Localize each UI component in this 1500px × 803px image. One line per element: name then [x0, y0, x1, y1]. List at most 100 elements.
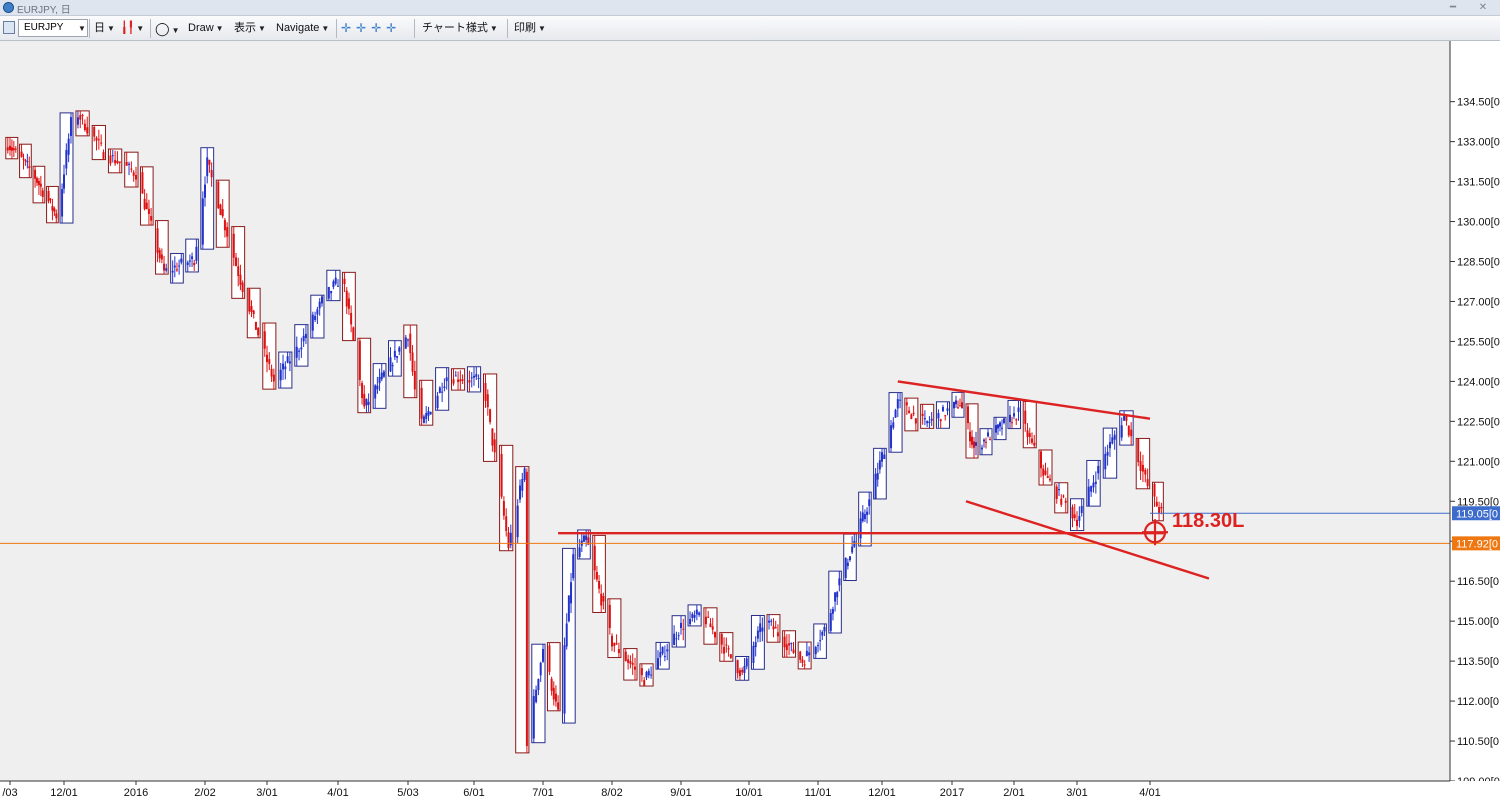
chart-type-icon[interactable]	[3, 21, 15, 34]
candle-body	[193, 262, 196, 266]
chart-style-menu[interactable]: チャート様式 ▼	[422, 22, 498, 34]
candle-body	[1031, 438, 1033, 443]
candlesticks	[6, 110, 1163, 753]
candle-body	[851, 546, 854, 553]
candle-body	[382, 371, 385, 377]
draw-menu[interactable]: Draw ▼	[188, 22, 224, 34]
candle-body	[808, 652, 811, 656]
candle-body	[930, 418, 933, 421]
candle-body	[425, 412, 428, 419]
candle-body	[217, 181, 220, 209]
candle-body	[707, 616, 710, 618]
minimize-icon[interactable]: ━	[1449, 2, 1457, 13]
crosshair-icon[interactable]: ✛✛✛✛	[341, 21, 402, 35]
candle-body	[629, 661, 632, 664]
candle-body	[178, 265, 181, 267]
candle-body	[221, 209, 224, 217]
candle-body	[204, 184, 206, 198]
candle-body	[1120, 425, 1123, 438]
display-menu[interactable]: 表示 ▼	[234, 22, 266, 34]
draw-label: Draw	[188, 22, 214, 34]
candle-body	[252, 310, 255, 315]
candle-body	[484, 382, 487, 401]
time-axis[interactable]	[0, 781, 1500, 803]
candle-body	[695, 609, 698, 615]
candle-body	[389, 357, 392, 372]
candle-body	[53, 208, 56, 212]
candle-body	[241, 282, 244, 292]
candle-body	[914, 418, 917, 424]
candle-body	[210, 170, 213, 178]
level-price-label: 117.92[0	[1456, 538, 1498, 550]
candle-body	[1040, 451, 1042, 469]
candle-body	[493, 439, 496, 453]
candle-body	[997, 424, 999, 429]
candle-body	[711, 626, 714, 630]
candle-body	[557, 702, 560, 710]
candle-body	[1028, 433, 1031, 437]
candle-body	[201, 198, 204, 245]
candle-body	[206, 157, 209, 177]
candle-body	[145, 202, 148, 209]
candle-body	[1046, 476, 1049, 479]
candle-body	[691, 613, 694, 618]
candle-body	[666, 649, 669, 652]
candle-body	[682, 628, 685, 630]
shape-tool-button[interactable]: ◯ ▼	[155, 21, 180, 36]
candlestick-icon: ╽╿	[121, 22, 135, 34]
candle-body	[1064, 500, 1067, 503]
candle-body	[404, 337, 407, 349]
candle-body	[714, 632, 716, 638]
price-tick-label: 133.00[0	[1457, 137, 1500, 149]
candle-body	[525, 471, 528, 747]
candle-body	[298, 350, 301, 352]
candle-body	[971, 436, 973, 445]
candle-body	[725, 644, 728, 646]
candle-body	[327, 286, 330, 299]
candle-body	[772, 626, 775, 630]
candle-body	[407, 339, 409, 341]
candle-body	[28, 166, 31, 168]
candle-body	[552, 687, 555, 700]
display-label: 表示	[234, 22, 256, 34]
candle-body	[792, 649, 795, 653]
chart-style-label: チャート様式	[422, 22, 488, 34]
candle-body	[288, 361, 291, 364]
plot-area[interactable]	[0, 41, 1450, 781]
candle-body	[989, 439, 991, 441]
price-axis[interactable]	[1450, 41, 1500, 781]
candle-body	[680, 622, 682, 629]
symbol-dropdown-icon[interactable]: ▼	[78, 24, 86, 33]
navigate-menu[interactable]: Navigate ▼	[276, 22, 330, 34]
candle-body	[774, 627, 777, 629]
candle-body	[180, 258, 183, 263]
candle-body	[1060, 498, 1063, 505]
print-label: 印刷	[514, 22, 536, 34]
candle-body	[1160, 506, 1163, 509]
time-tick-label: 8/02	[601, 787, 622, 799]
candle-body	[51, 205, 54, 211]
candle-body	[905, 402, 908, 406]
candlestick-button[interactable]: ╽╿ ▼	[121, 22, 145, 34]
candle-body	[489, 409, 492, 423]
candle-body	[318, 301, 321, 309]
close-icon[interactable]: ✕	[1478, 2, 1488, 13]
candle-body	[316, 309, 319, 315]
candle-body	[967, 406, 969, 424]
price-chart[interactable]: 134.50[0 133.00[0 131.50[0 130.00[0 128.50[0…	[0, 41, 1500, 803]
candle-body	[300, 347, 303, 350]
candle-body	[175, 269, 178, 271]
candle-body	[363, 393, 366, 407]
candle-body	[239, 274, 242, 285]
toolbar-separator	[414, 19, 415, 38]
candle-body	[785, 644, 788, 651]
candle-body	[946, 408, 949, 411]
print-menu[interactable]: 印刷 ▼	[514, 22, 546, 34]
time-tick-label: 4/01	[327, 787, 348, 799]
timeframe-button[interactable]: 日 ▼	[94, 22, 115, 34]
candle-body	[759, 623, 762, 633]
timeframe-label: 日	[94, 22, 105, 34]
symbol-value: EURJPY	[24, 22, 64, 33]
candle-body	[1049, 478, 1051, 481]
symbol-select[interactable]: EURJPY	[18, 19, 88, 37]
